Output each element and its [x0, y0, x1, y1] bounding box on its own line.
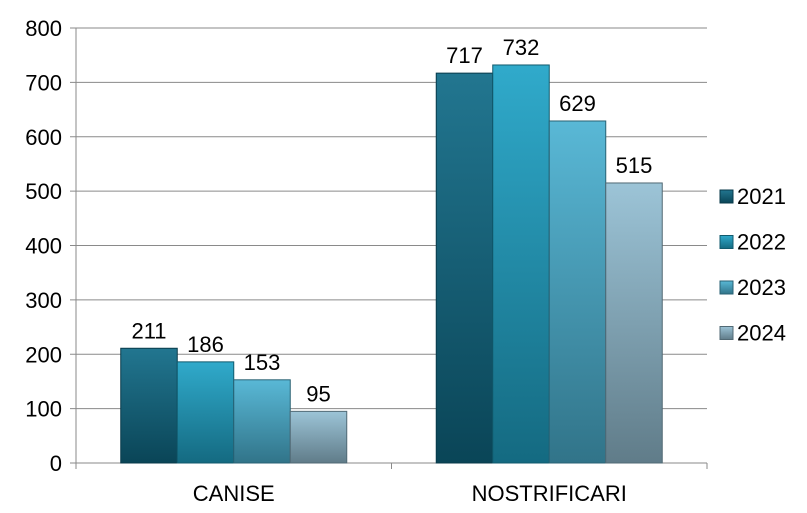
y-tick-label: 300 [25, 288, 62, 313]
bar-nostrificari-2023 [548, 120, 607, 464]
bar-canise-2024 [289, 410, 348, 464]
x-category-label: NOSTRIFICARI [472, 481, 627, 506]
bar-nostrificari-2024 [605, 182, 663, 464]
legend-swatch-2024 [719, 326, 734, 340]
data-label: 717 [446, 43, 483, 68]
y-tick-label: 500 [25, 179, 62, 204]
bar-canise-2022 [176, 361, 235, 464]
data-label: 515 [616, 153, 653, 178]
data-labels: 211 186 153 95 717 732 629 515 [131, 35, 652, 406]
gridlines [76, 27, 707, 410]
y-tick-label: 400 [25, 234, 62, 259]
bar-canise-2023 [233, 379, 291, 464]
x-category-label: CANISE [193, 481, 275, 506]
axes: 0 100 200 300 400 500 600 700 800 CANISE NOSTRIFIC… [25, 16, 708, 506]
y-tick-label: 800 [25, 16, 62, 41]
legend-label: 2022 [737, 230, 786, 255]
legend-swatch-2022 [719, 235, 734, 249]
data-label: 95 [306, 381, 330, 406]
data-label: 629 [559, 91, 596, 116]
y-tick-label: 100 [25, 397, 62, 422]
bar-nostrificari-2021 [435, 72, 494, 464]
data-label: 153 [244, 350, 281, 375]
legend-swatch-2021 [719, 189, 734, 204]
legend-swatch-2023 [719, 280, 734, 295]
data-label: 186 [187, 332, 224, 357]
legend-label: 2024 [737, 321, 786, 346]
legend-label: 2023 [737, 275, 786, 300]
data-label: 211 [131, 318, 166, 343]
bar-canise-2021 [120, 347, 178, 464]
y-tick-label: 0 [50, 451, 62, 476]
bar-nostrificari-2022 [492, 64, 550, 464]
legend-label: 2021 [737, 184, 786, 209]
bars [120, 64, 663, 464]
y-tick-label: 200 [25, 342, 62, 367]
y-tick-label: 700 [25, 70, 62, 95]
legend: 2021 2022 2023 2024 [719, 184, 786, 346]
data-label: 732 [503, 35, 540, 60]
y-tick-label: 600 [25, 125, 62, 150]
